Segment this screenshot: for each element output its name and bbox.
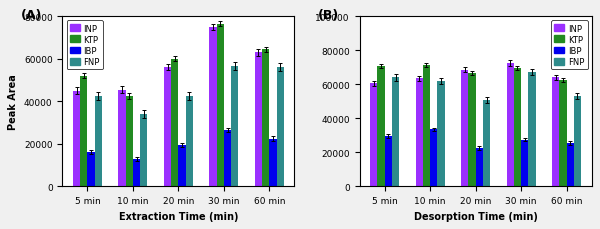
Bar	[217, 25, 224, 187]
Bar	[377, 67, 385, 187]
Bar	[437, 82, 445, 187]
Bar	[416, 79, 423, 187]
Bar	[171, 60, 178, 187]
Bar	[255, 53, 262, 187]
Bar	[231, 67, 238, 187]
Bar	[186, 97, 193, 187]
Bar	[521, 140, 529, 187]
Bar	[133, 159, 140, 187]
Bar	[209, 28, 217, 187]
Bar	[529, 73, 536, 187]
Bar	[95, 97, 102, 187]
Bar	[88, 153, 95, 187]
Bar	[125, 97, 133, 187]
Bar	[430, 130, 437, 187]
X-axis label: Extraction Time (min): Extraction Time (min)	[119, 211, 238, 221]
Bar	[392, 78, 399, 187]
Bar	[269, 139, 277, 187]
Bar	[483, 100, 490, 187]
Bar	[73, 91, 80, 187]
Bar	[262, 50, 269, 187]
Bar	[574, 97, 581, 187]
Bar	[178, 145, 186, 187]
Bar	[140, 114, 148, 187]
X-axis label: Desorption Time (min): Desorption Time (min)	[413, 211, 538, 221]
Bar	[118, 90, 125, 187]
Bar	[552, 78, 559, 187]
Legend: INP, KTP, IBP, FNP: INP, KTP, IBP, FNP	[551, 21, 587, 70]
Bar	[461, 71, 469, 187]
Bar	[476, 148, 483, 187]
Bar	[370, 84, 377, 187]
Bar	[469, 74, 476, 187]
Legend: INP, KTP, IBP, FNP: INP, KTP, IBP, FNP	[67, 21, 103, 70]
Y-axis label: Peak Area: Peak Area	[8, 74, 19, 130]
Bar	[80, 76, 88, 187]
Bar	[566, 143, 574, 187]
Bar	[506, 64, 514, 187]
Bar	[385, 136, 392, 187]
Text: (A): (A)	[20, 9, 42, 22]
Bar	[277, 68, 284, 187]
Bar	[224, 131, 231, 187]
Bar	[164, 68, 171, 187]
Text: (B): (B)	[318, 9, 339, 22]
Bar	[423, 65, 430, 187]
Bar	[514, 69, 521, 187]
Bar	[559, 81, 566, 187]
